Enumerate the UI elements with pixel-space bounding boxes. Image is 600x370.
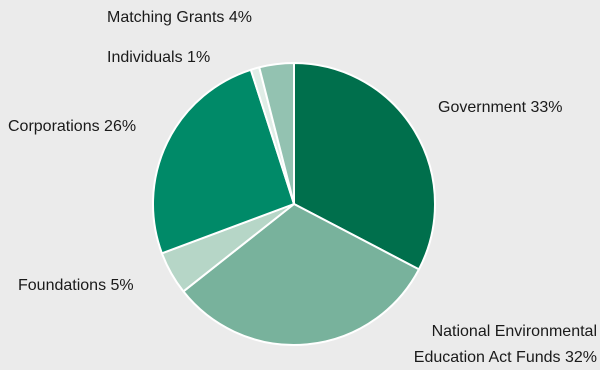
label-neea-line1: National Environmental <box>432 323 597 340</box>
pie-slice-corporations <box>152 68 295 255</box>
pie-slices <box>152 62 437 346</box>
pie-slice-matching-grants <box>258 62 295 205</box>
pie-slice-government <box>293 62 437 271</box>
label-individuals: Individuals 1% <box>107 49 210 66</box>
label-government: Government 33% <box>438 99 563 116</box>
label-neea-line2: Education Act Funds 32% <box>414 349 597 366</box>
pie-slice-national-environmental-education-act-funds <box>182 203 420 346</box>
label-matching-grants: Matching Grants 4% <box>107 9 252 26</box>
label-corporations: Corporations 26% <box>8 118 136 135</box>
label-foundations: Foundations 5% <box>18 277 134 294</box>
